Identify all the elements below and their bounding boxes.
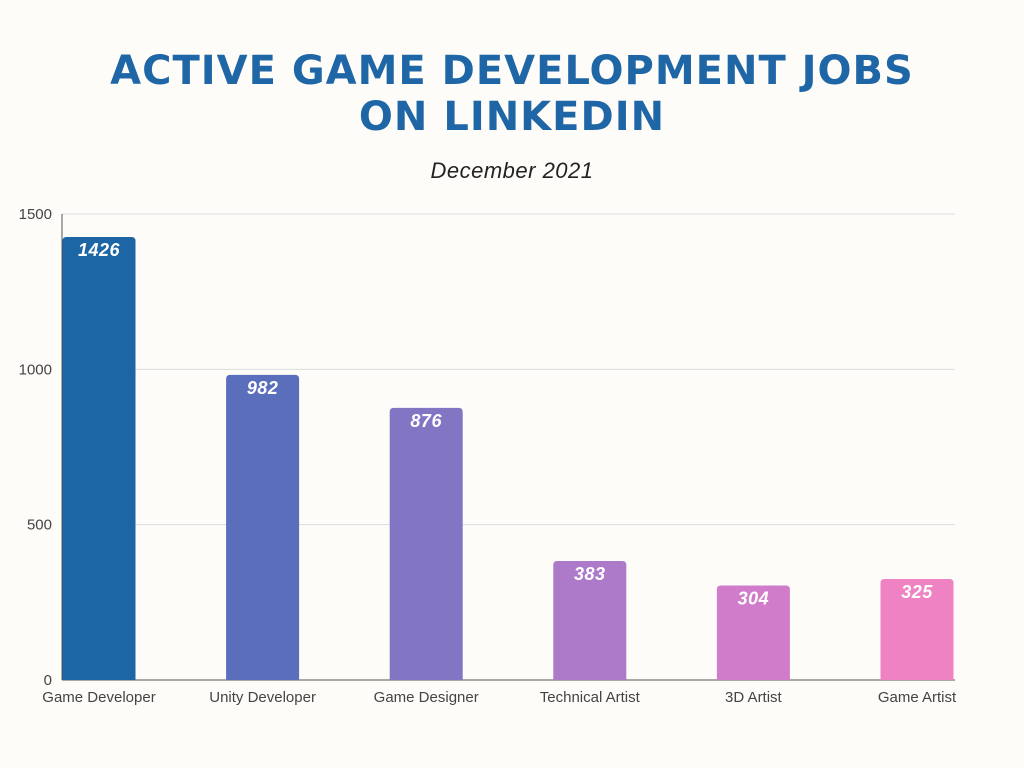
y-tick-label-500: 500: [27, 517, 52, 534]
x-tick-label-game-developer: Game Developer: [42, 689, 155, 706]
bar-technical-artist: [553, 561, 627, 680]
data-label-technical-artist: 383: [574, 564, 606, 584]
x-tick-label-game-designer: Game Designer: [374, 689, 479, 706]
chart-title-line1: ACTIVE GAME DEVELOPMENT JOBS: [110, 48, 914, 94]
data-label-game-artist: 325: [901, 582, 933, 602]
bar-game-artist: [880, 579, 954, 680]
x-tick-label-game-artist: Game Artist: [878, 689, 957, 706]
bar-game-designer: [389, 407, 463, 680]
data-label-game-developer: 1426: [78, 240, 121, 260]
x-tick-label-3d-artist: 3D Artist: [725, 689, 783, 706]
data-label-unity-developer: 982: [247, 378, 279, 398]
y-tick-label-1500: 1500: [19, 206, 52, 223]
x-tick-label-technical-artist: Technical Artist: [540, 689, 641, 706]
bar-game-developer: [62, 236, 136, 681]
x-tick-label-unity-developer: Unity Developer: [209, 689, 316, 706]
data-label-game-designer: 876: [410, 411, 442, 431]
chart-title-line2: ON LINKEDIN: [358, 94, 666, 140]
bar-unity-developer: [226, 374, 300, 680]
label-layer: 1426 Game Developer 982 Unity Developer 876 G…: [42, 240, 957, 706]
bar-3d-artist: [716, 585, 790, 680]
chart-subtitle: December 2021: [430, 158, 594, 183]
chart-title: ACTIVE GAME DEVELOPMENT JOBS ON LINKEDIN: [0, 48, 1024, 140]
y-tick-label-0: 0: [44, 672, 52, 689]
bar-layer: [62, 236, 954, 681]
data-label-3d-artist: 304: [738, 589, 770, 609]
y-tick-label-1000: 1000: [19, 361, 52, 378]
grid-layer: 0 500 1000 1500: [19, 206, 955, 689]
